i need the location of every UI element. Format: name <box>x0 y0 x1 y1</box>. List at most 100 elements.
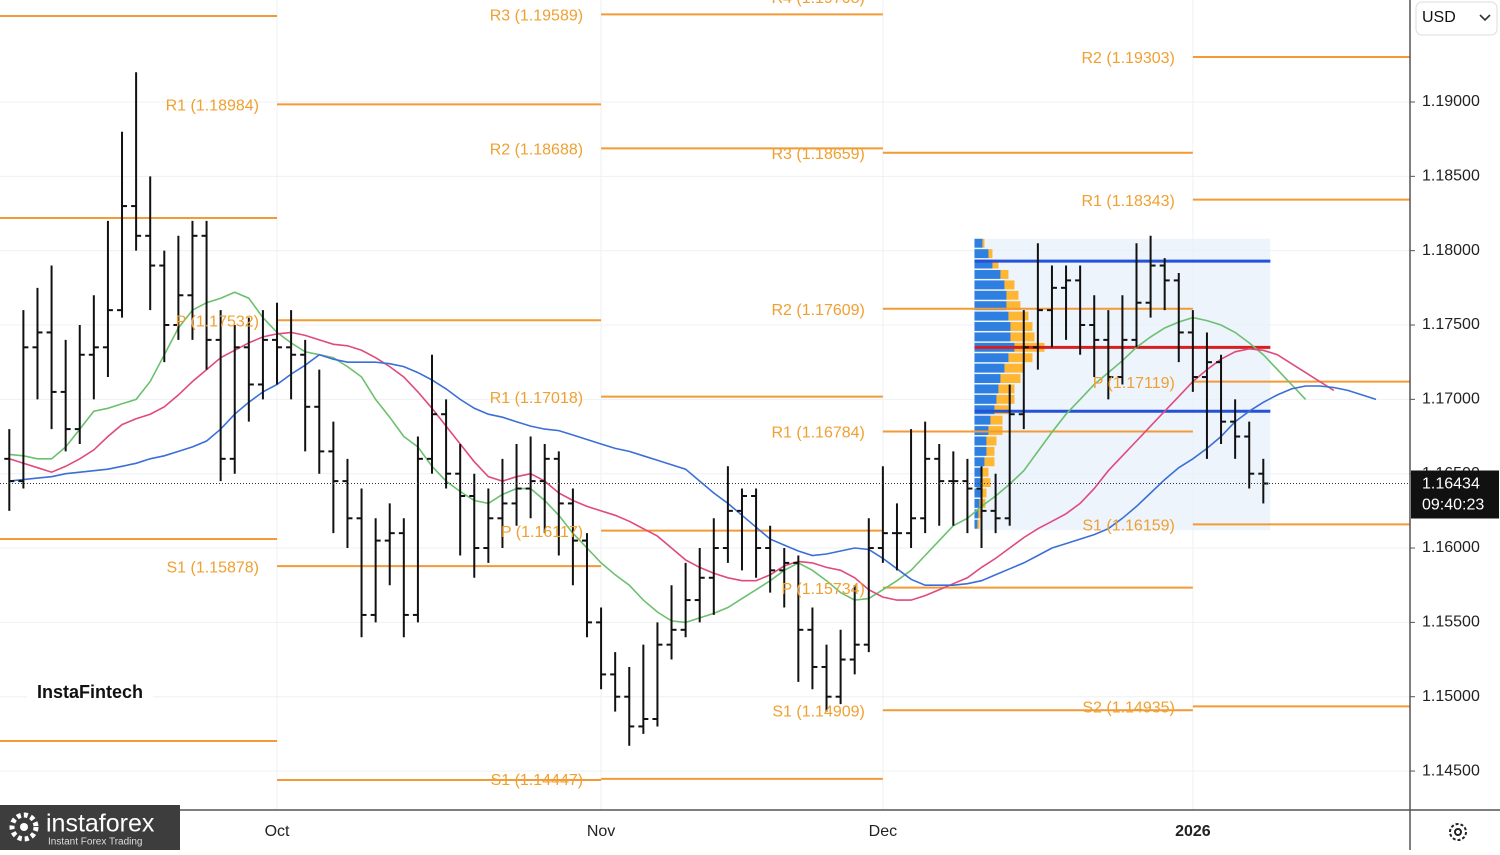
pivot-label: S1 (1.14447) <box>491 772 584 789</box>
pivot-label: R1 (1.18984) <box>166 98 259 115</box>
countdown-label: 09:40:23 <box>1422 497 1484 514</box>
pivot-label: R3 (1.18659) <box>771 146 864 163</box>
currency-box[interactable] <box>1415 1 1498 36</box>
pivot-label: R2 (1.17609) <box>771 302 864 319</box>
profile-down <box>978 509 983 519</box>
profile-up <box>974 519 978 529</box>
logo-text: instaforex <box>46 810 155 838</box>
pivot-label: P (1.17532) <box>176 313 259 330</box>
pivot-label: R2 (1.19303) <box>1081 50 1174 67</box>
watermark: InstaFintech <box>27 652 153 718</box>
y-tick-label: 1.17000 <box>1422 391 1480 408</box>
profile-down <box>1008 353 1033 363</box>
profile-down <box>1006 301 1021 311</box>
profile-up <box>974 478 983 488</box>
profile-up <box>974 238 983 248</box>
logo-box <box>0 805 180 850</box>
profile-up <box>974 322 1011 331</box>
profile-down <box>986 446 995 456</box>
profile-up <box>974 467 983 477</box>
profile-up <box>974 394 997 404</box>
watermark-text: InstaFintech <box>37 682 143 702</box>
pivot-label: P (1.15734) <box>782 581 865 598</box>
x-tick-label: 2026 <box>1175 823 1211 840</box>
profile-down <box>990 415 1003 425</box>
profile-up <box>974 415 991 425</box>
y-tick-label: 1.14500 <box>1422 762 1480 779</box>
profile-down <box>998 384 1015 394</box>
y-tick-label: 1.15000 <box>1422 688 1480 705</box>
profile-up <box>974 259 993 269</box>
profile-down <box>986 436 997 446</box>
y-tick-label: 1.18500 <box>1422 168 1480 185</box>
profile-up <box>974 270 1001 279</box>
logo-icon <box>9 812 39 842</box>
profile-up <box>974 290 1007 300</box>
watermark-box <box>27 652 153 718</box>
profile-up <box>974 374 1001 383</box>
moving-average-line <box>9 353 1377 586</box>
dropdown-arrow[interactable] <box>1479 14 1491 22</box>
profile-up <box>974 457 985 467</box>
profile-down <box>1010 332 1035 342</box>
moving-average-line <box>9 331 1335 601</box>
y-tick-label: 1.16000 <box>1422 539 1480 556</box>
profile-down <box>1006 290 1019 300</box>
pivot-label: S2 (1.14935) <box>1082 700 1175 717</box>
y-tick-label: 1.19000 <box>1422 93 1480 110</box>
last-price-label: 1.16434 <box>1422 476 1480 493</box>
gear-inner[interactable] <box>1454 828 1462 836</box>
pivot-label: S1 (1.16159) <box>1082 518 1175 535</box>
profile-down <box>996 394 1015 404</box>
pivot-label: R3 (1.19589) <box>490 8 583 25</box>
profile-up <box>974 509 979 519</box>
profile-down <box>1000 374 1021 383</box>
currency-select[interactable]: USD <box>1415 1 1498 36</box>
profile-up <box>974 280 1005 290</box>
x-tick-label: Oct <box>265 823 290 840</box>
profile-up <box>974 353 1009 363</box>
profile-down <box>992 259 999 269</box>
profile-up <box>974 436 987 446</box>
profile-down <box>988 249 993 259</box>
profile-up <box>974 249 989 259</box>
pivot-label: R1 (1.17018) <box>490 390 583 407</box>
pivot-label: S1 (1.14909) <box>772 703 865 720</box>
logo: instaforex Instant Forex Trading <box>0 805 180 850</box>
profile-up <box>974 311 1009 321</box>
pivot-label: S1 (1.15878) <box>166 559 259 576</box>
y-tick-label: 1.18000 <box>1422 242 1480 259</box>
profile-up <box>974 363 1005 373</box>
last-price-box <box>1411 470 1499 519</box>
settings-button[interactable] <box>1449 823 1467 841</box>
pivot-label: R2 (1.18688) <box>490 142 583 159</box>
profile-down <box>982 478 991 488</box>
pivot-label: P (1.16117) <box>501 524 583 541</box>
profile-up <box>974 332 1011 342</box>
y-tick-label: 1.15500 <box>1422 614 1480 631</box>
profile-down <box>977 519 980 529</box>
profile-down <box>1000 270 1009 279</box>
profile-down <box>1004 280 1015 290</box>
gear-outer[interactable] <box>1449 823 1467 841</box>
pivot-label: R1 (1.16784) <box>771 425 864 442</box>
profile-down <box>1004 363 1025 373</box>
y-tick-label: 1.17500 <box>1422 316 1480 333</box>
pivot-label: P (1.17119) <box>1093 375 1175 392</box>
pivot-label: R4 (1.19708) <box>771 0 864 7</box>
profile-down <box>984 457 995 467</box>
profile-up <box>974 488 981 498</box>
currency-label[interactable]: USD <box>1422 9 1456 26</box>
moving-average-line <box>9 291 1307 624</box>
profile-down <box>980 488 987 498</box>
x-tick-label: Nov <box>587 823 615 840</box>
x-tick-label: Dec <box>869 823 897 840</box>
profile-up <box>974 498 980 508</box>
profile-down <box>982 467 989 477</box>
profile-down <box>1008 311 1029 321</box>
profile-up <box>974 301 1007 311</box>
plot-area <box>0 0 1410 810</box>
profile-down <box>982 238 985 248</box>
